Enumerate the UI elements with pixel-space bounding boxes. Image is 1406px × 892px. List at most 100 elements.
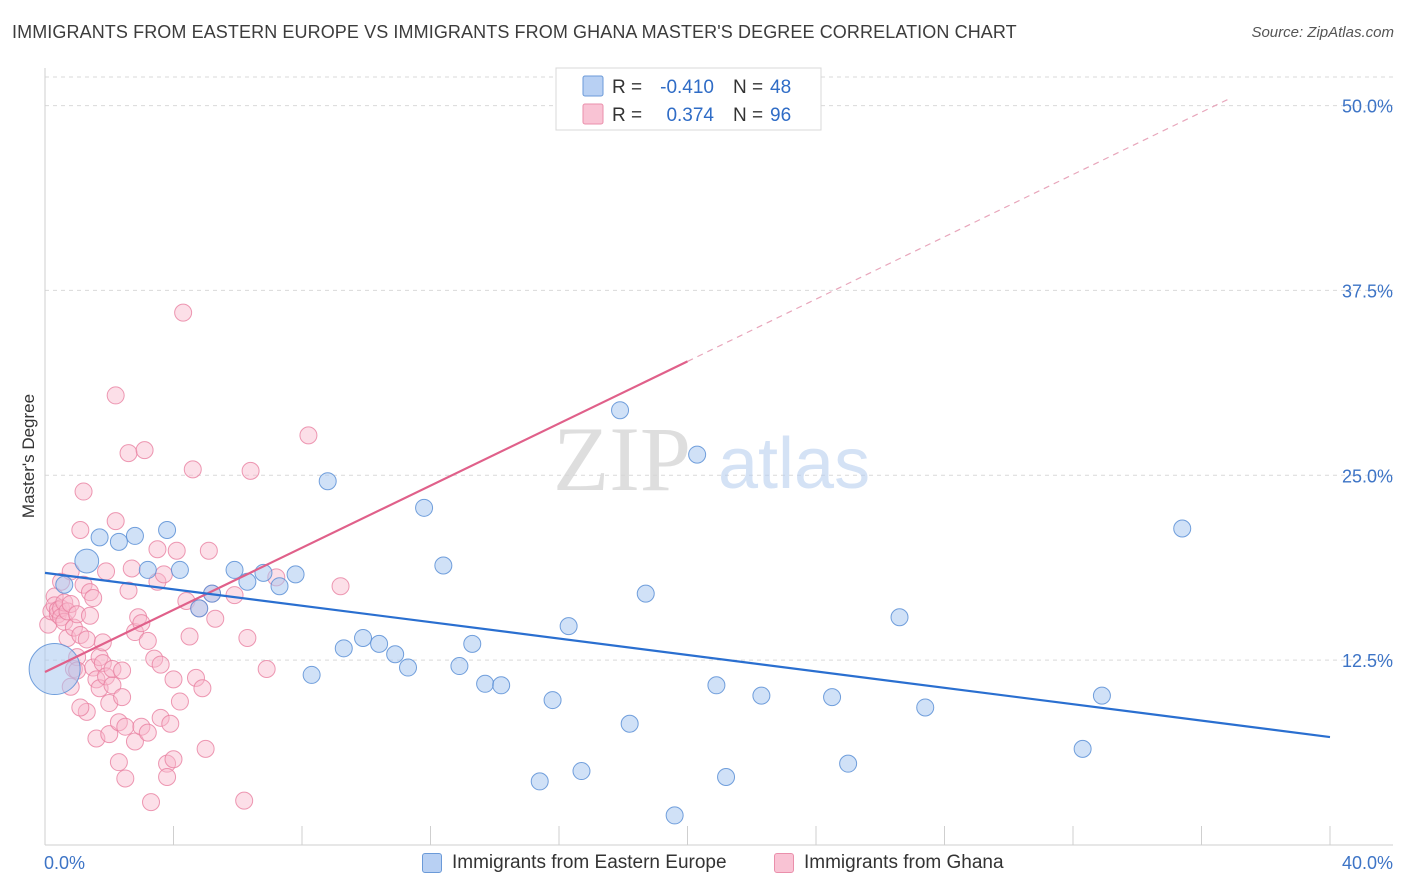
eastern-europe-point-19 bbox=[354, 628, 373, 647]
legend-swatch-blue bbox=[582, 75, 604, 97]
grid-lines bbox=[45, 76, 1395, 661]
ghana-point-28 bbox=[80, 583, 99, 602]
legend-r-value-pink: 0.374 bbox=[666, 105, 714, 126]
legend-swatch-ghana bbox=[774, 853, 794, 873]
ghana-point-47 bbox=[113, 661, 132, 680]
x-tick-label-max: 40.0% bbox=[1342, 853, 1393, 873]
chart-title: IMMIGRANTS FROM EASTERN EUROPE VS IMMIGR… bbox=[12, 22, 1017, 42]
eastern-europe-point-46 bbox=[1092, 686, 1111, 705]
eastern-europe-point-4 bbox=[109, 532, 128, 551]
eastern-europe-point-36 bbox=[665, 806, 684, 825]
eastern-europe-point-43 bbox=[890, 608, 909, 627]
eastern-europe-point-6 bbox=[138, 560, 157, 579]
ghana-point-84 bbox=[206, 609, 225, 628]
ghana-point-73 bbox=[170, 692, 189, 711]
ghana-point-94 bbox=[71, 698, 90, 717]
ghana-trend-extension bbox=[687, 97, 1231, 362]
ghana-point-50 bbox=[119, 581, 138, 600]
ghana-point-59 bbox=[138, 723, 157, 742]
ghana-point-87 bbox=[257, 660, 276, 679]
legend-item-eastern-europe[interactable]: Immigrants from Eastern Europe bbox=[422, 852, 727, 874]
y-tick-label-2: 37.5% bbox=[1342, 281, 1393, 301]
eastern-europe-point-30 bbox=[543, 691, 562, 710]
ghana-point-85 bbox=[235, 791, 254, 810]
y-tick-label-0: 12.5% bbox=[1342, 651, 1393, 671]
ghana-point-66 bbox=[154, 565, 173, 584]
legend-top: R = -0.410 N = 48 R = 0.374 N = 96 bbox=[555, 67, 822, 131]
eastern-europe-point-7 bbox=[158, 521, 177, 540]
eastern-europe-point-35 bbox=[636, 584, 655, 603]
ghana-point-77 bbox=[183, 460, 202, 479]
ghana-point-14 bbox=[61, 594, 80, 613]
legend-n-value-pink: 96 bbox=[770, 105, 791, 126]
ghana-point-38 bbox=[97, 562, 116, 581]
legend-n-label-blue: N = bbox=[733, 77, 763, 98]
eastern-europe-point-17 bbox=[318, 472, 337, 491]
eastern-europe-point-24 bbox=[434, 556, 453, 575]
ghana-point-39 bbox=[100, 725, 119, 744]
legend-r-label-blue: R = bbox=[612, 77, 642, 98]
watermark-zip: ZIP bbox=[553, 408, 691, 510]
ghana-point-74 bbox=[174, 303, 193, 322]
axes bbox=[44, 68, 1393, 846]
ghana-point-72 bbox=[167, 541, 186, 560]
legend-bottom: Immigrants from Eastern Europe Immigrant… bbox=[0, 852, 1406, 878]
legend-swatch-eastern-europe bbox=[422, 853, 442, 873]
ghana-point-35 bbox=[93, 633, 112, 652]
ghana-point-58 bbox=[135, 441, 154, 460]
ghana-point-86 bbox=[241, 461, 260, 480]
eastern-europe-point-41 bbox=[823, 688, 842, 707]
eastern-europe-point-3 bbox=[90, 528, 109, 547]
ghana-point-80 bbox=[193, 679, 212, 698]
eastern-europe-point-20 bbox=[370, 634, 389, 653]
ghana-point-48 bbox=[116, 717, 135, 736]
eastern-europe-point-34 bbox=[620, 714, 639, 733]
ghana-trend-line bbox=[44, 360, 688, 673]
ghana-point-23 bbox=[74, 482, 93, 501]
eastern-europe-point-9 bbox=[190, 599, 209, 618]
ghana-point-41 bbox=[103, 676, 122, 695]
y-tick-label-3: 50.0% bbox=[1342, 97, 1393, 117]
legend-label-ghana: Immigrants from Ghana bbox=[804, 852, 1004, 873]
eastern-europe-point-18 bbox=[334, 639, 353, 658]
eastern-europe-point-37 bbox=[688, 445, 707, 464]
eastern-europe-point-8 bbox=[170, 560, 189, 579]
eastern-europe-point-44 bbox=[916, 698, 935, 717]
watermark-atlas: atlas bbox=[718, 424, 870, 504]
legend-n-value-blue: 48 bbox=[770, 77, 791, 98]
eastern-europe-point-28 bbox=[492, 676, 511, 695]
legend-item-ghana[interactable]: Immigrants from Ghana bbox=[774, 852, 1004, 874]
ghana-point-22 bbox=[71, 521, 90, 540]
ghana-point-81 bbox=[196, 739, 215, 758]
ghana-point-68 bbox=[158, 767, 177, 786]
eastern-europe-point-39 bbox=[717, 767, 736, 786]
eastern-europe-point-32 bbox=[572, 762, 591, 781]
ghana-point-49 bbox=[116, 769, 135, 788]
legend-swatch-pink bbox=[582, 103, 604, 125]
ghana-point-61 bbox=[142, 793, 161, 812]
ghana-point-90 bbox=[331, 577, 350, 596]
ghana-point-89 bbox=[299, 426, 318, 445]
eastern-europe-point-29 bbox=[530, 772, 549, 791]
eastern-europe-point-31 bbox=[559, 617, 578, 636]
trend-lines bbox=[44, 97, 1331, 739]
ghana-point-42 bbox=[103, 660, 122, 679]
ghana-point-43 bbox=[106, 386, 125, 405]
ghana-point-52 bbox=[122, 559, 141, 578]
chart-source: Source: ZipAtlas.com bbox=[1251, 24, 1394, 41]
eastern-europe-point-11 bbox=[225, 560, 244, 579]
ghana-point-37 bbox=[97, 667, 116, 686]
eastern-europe-point-42 bbox=[839, 754, 858, 773]
ghana-point-25 bbox=[77, 630, 96, 649]
eastern-europe-point-47 bbox=[1173, 519, 1192, 538]
ghana-point-29 bbox=[84, 589, 103, 608]
ghana-point-33 bbox=[90, 648, 109, 667]
eastern-europe-point-23 bbox=[415, 498, 434, 517]
ghana-point-82 bbox=[199, 541, 218, 560]
ghana-point-36 bbox=[93, 654, 112, 673]
x-tick-label-min: 0.0% bbox=[44, 853, 85, 873]
eastern-europe-trend-line bbox=[44, 571, 1331, 739]
eastern-europe-point-38 bbox=[707, 676, 726, 695]
ghana-point-30 bbox=[84, 658, 103, 677]
